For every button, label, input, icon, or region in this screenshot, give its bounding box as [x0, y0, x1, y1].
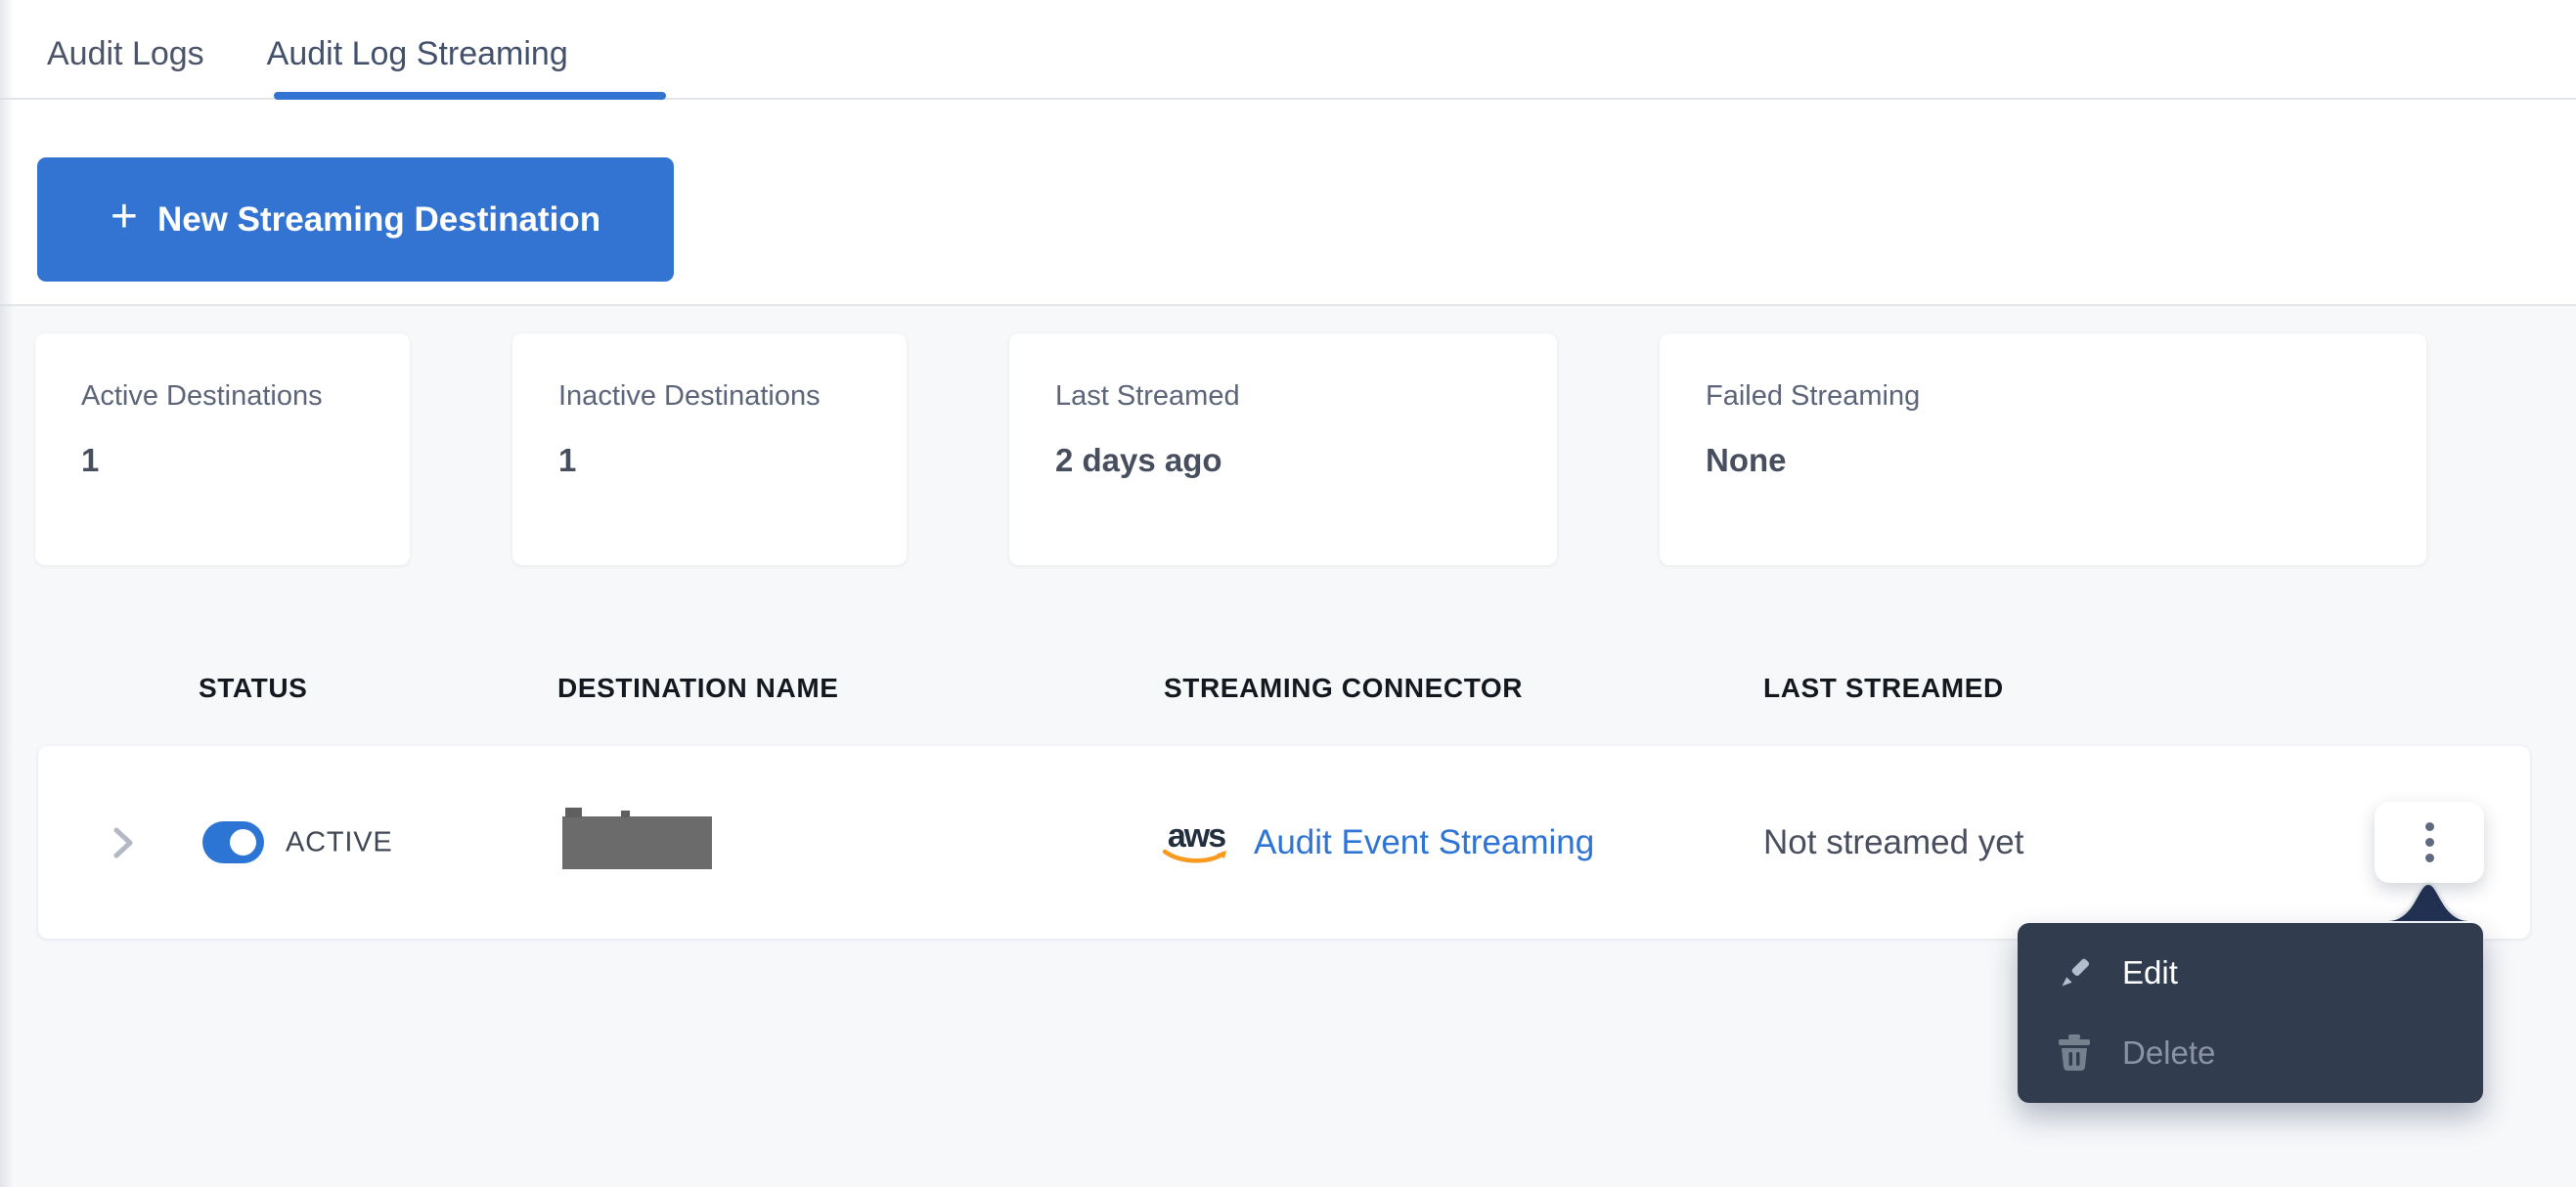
- toggle-knob: [230, 829, 256, 856]
- stat-card-inactive-destinations: Inactive Destinations 1: [512, 333, 907, 565]
- toolbar: + New Streaming Destination: [0, 100, 2576, 306]
- menu-item-label: Edit: [2122, 954, 2178, 990]
- column-header-last-streamed: LAST STREAMED: [1763, 673, 2004, 703]
- status-badge: ACTIVE: [286, 826, 393, 857]
- tab-audit-logs[interactable]: Audit Logs: [47, 34, 204, 72]
- stats-cards: Active Destinations 1 Inactive Destinati…: [35, 333, 2426, 565]
- row-actions-kebab-button[interactable]: [2375, 802, 2484, 883]
- stat-value: 2 days ago: [1055, 442, 1222, 478]
- stat-label: Active Destinations: [81, 380, 323, 412]
- table-row: ACTIVE aws Audit Event Streaming Not str…: [38, 746, 2530, 939]
- trash-icon: [2059, 1034, 2090, 1071]
- status-toggle[interactable]: [202, 821, 264, 863]
- column-header-destination-name: DESTINATION NAME: [557, 673, 839, 703]
- menu-item-delete[interactable]: Delete: [2018, 1013, 2483, 1093]
- stat-value: 1: [558, 442, 577, 478]
- row-expander[interactable]: [106, 825, 141, 860]
- aws-icon: aws: [1162, 819, 1230, 866]
- stat-label: Last Streamed: [1055, 380, 1240, 412]
- plus-icon: +: [110, 191, 138, 242]
- new-streaming-destination-button[interactable]: + New Streaming Destination: [37, 157, 674, 282]
- pencil-icon: [2062, 958, 2090, 987]
- column-header-streaming-connector: STREAMING CONNECTOR: [1164, 673, 1524, 703]
- menu-item-label: Delete: [2122, 1034, 2216, 1071]
- stat-label: Failed Streaming: [1706, 380, 1921, 412]
- stat-value: 1: [81, 442, 100, 478]
- tab-audit-log-streaming[interactable]: Audit Log Streaming: [266, 34, 568, 72]
- stat-card-last-streamed: Last Streamed 2 days ago: [1009, 333, 1557, 565]
- row-actions-menu: Edit Delete: [2018, 923, 2483, 1103]
- content-area: Active Destinations 1 Inactive Destinati…: [0, 306, 2576, 1187]
- kebab-icon: [2424, 822, 2434, 862]
- stat-value: None: [1706, 442, 1787, 478]
- table-header-row: STATUS DESTINATION NAME STREAMING CONNEC…: [0, 673, 2576, 712]
- stat-label: Inactive Destinations: [558, 380, 821, 412]
- active-tab-underline: [274, 92, 666, 100]
- menu-item-edit[interactable]: Edit: [2018, 933, 2483, 1013]
- streaming-connector-cell: aws Audit Event Streaming: [1162, 746, 1594, 939]
- stat-card-active-destinations: Active Destinations 1: [35, 333, 410, 565]
- stat-card-failed-streaming: Failed Streaming None: [1660, 333, 2426, 565]
- tab-bar: Audit Logs Audit Log Streaming: [0, 0, 2576, 100]
- aws-wordmark: aws: [1167, 816, 1226, 855]
- chevron-right-icon: [113, 827, 133, 857]
- new-streaming-destination-label: New Streaming Destination: [156, 199, 601, 239]
- aws-smile-icon: [1162, 849, 1226, 862]
- column-header-status: STATUS: [199, 673, 308, 703]
- menu-caret: [2387, 885, 2469, 921]
- connector-link[interactable]: Audit Event Streaming: [1254, 822, 1595, 861]
- destination-name-redacted: [562, 808, 712, 869]
- last-streamed-cell: Not streamed yet: [1763, 822, 2024, 861]
